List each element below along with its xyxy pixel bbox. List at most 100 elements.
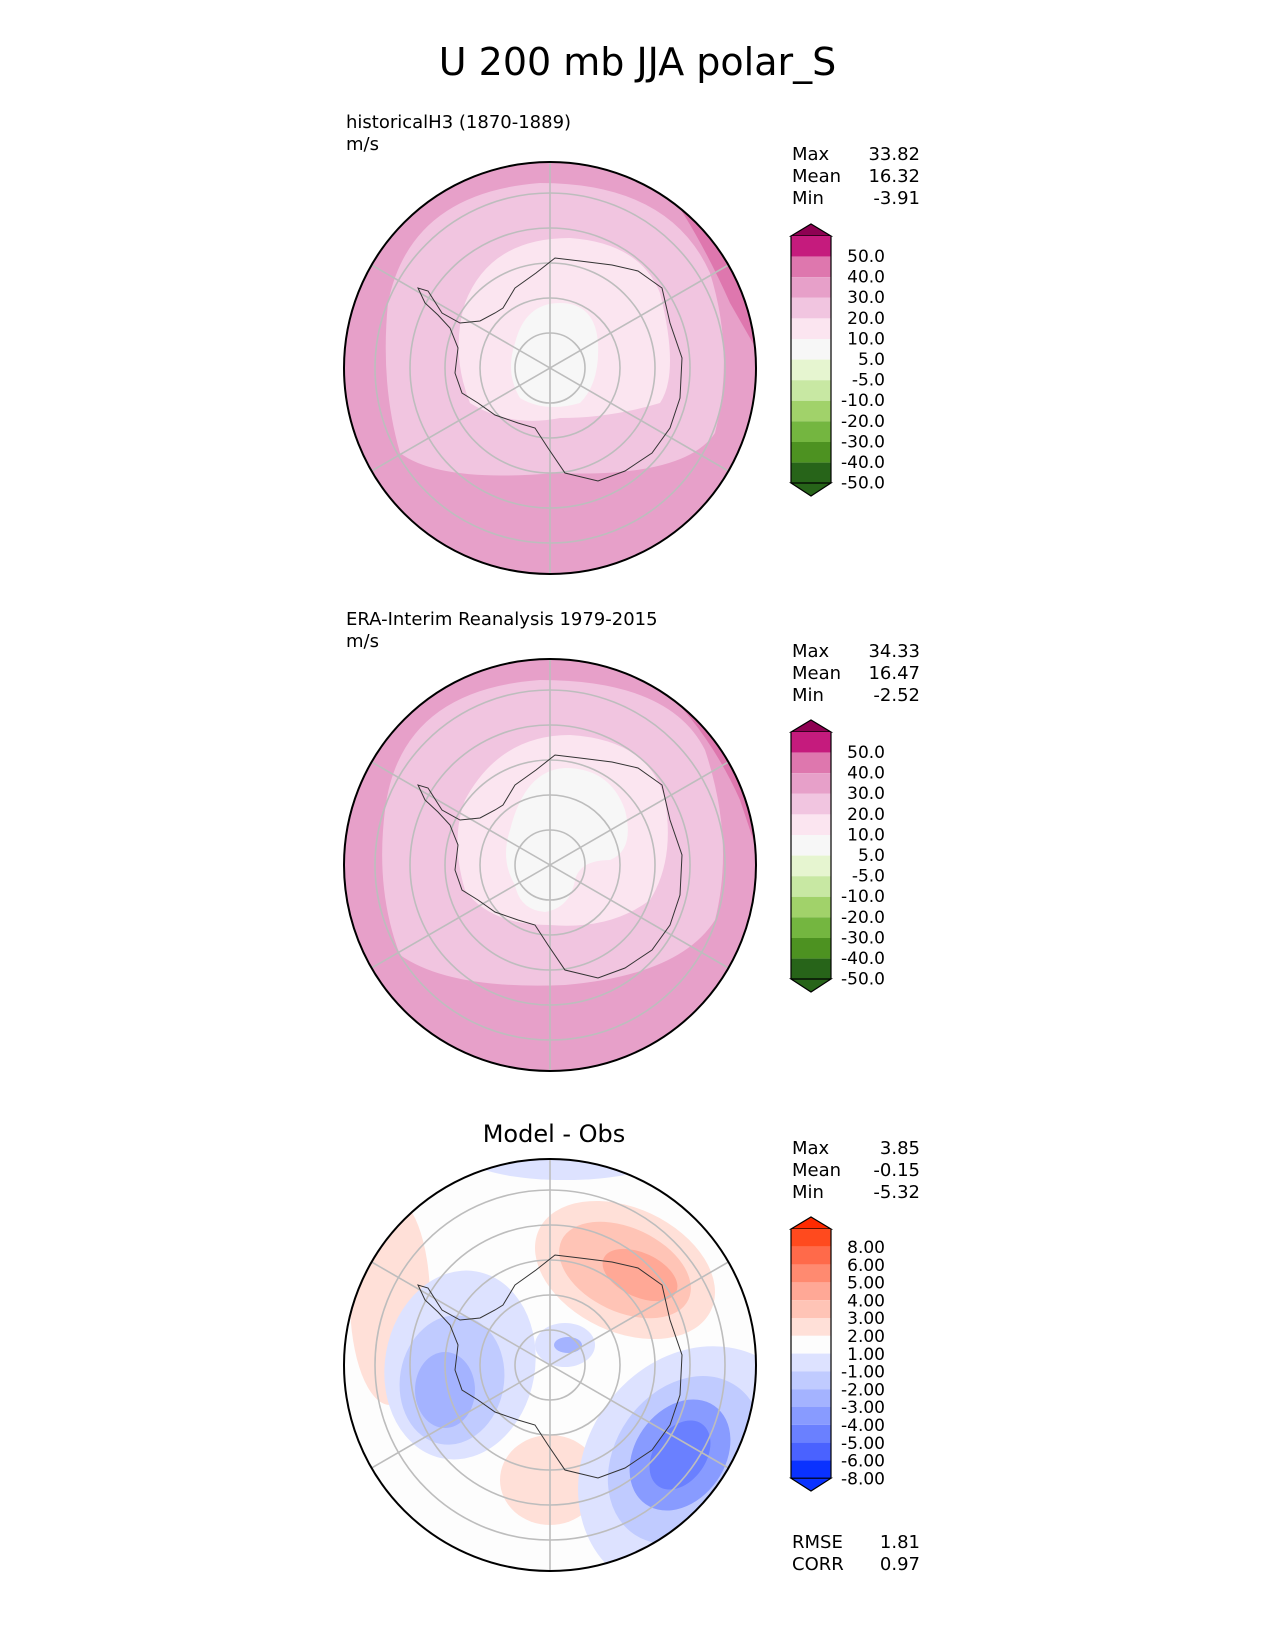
colorbar-label: -6.00 [841,1452,885,1472]
obs-panel-units: m/s [346,631,379,652]
stat-label: Max [792,144,830,165]
colorbar-label: 1.00 [847,1345,885,1365]
stat-value: 34.33 [868,641,920,662]
colorbar-label: 20.0 [847,805,885,825]
colorbar-label: 40.0 [847,764,885,784]
map-boundary [343,1158,757,1572]
stat-label: Max [792,1138,830,1159]
metric-label: RMSE [792,1532,843,1553]
stat-value: -5.32 [873,1182,920,1203]
colorbar-swatch [791,814,831,835]
colorbar-label: -10.0 [841,391,885,411]
colorbar-swatch [791,835,831,856]
colorbar-swatch [791,462,831,484]
stat-label: Min [792,188,824,209]
colorbar-under-triangle [788,978,834,993]
model-polar-map [343,161,757,575]
colorbar-swatch [791,1460,831,1479]
colorbar-label: 6.00 [847,1256,885,1276]
stat-value: -2.52 [873,685,920,706]
colorbar-label: -20.0 [841,412,885,432]
model-colorbar: 50.0 40.0 30.0 20.0 10.0 5.0 -5.0 -10.0 … [788,223,885,497]
stat-label: Mean [792,166,842,187]
colorbar-over-triangle [788,1216,834,1230]
colorbar-label: 20.0 [847,309,885,329]
metric-value: 1.81 [879,1532,920,1553]
colorbar-swatch [791,752,831,774]
colorbar-swatch [791,1264,831,1283]
colorbar-swatch [791,1335,831,1354]
wind-band-near-zero [511,303,599,407]
colorbar-label: 50.0 [847,743,885,763]
colorbar-under-triangle [788,1477,834,1492]
colorbar-label: -1.00 [841,1363,885,1383]
colorbar-label: -50.0 [841,474,885,494]
colorbar-label: 40.0 [847,268,885,288]
colorbar-swatch [791,256,831,278]
colorbar-label: 2.00 [847,1327,885,1347]
stat-value: 33.82 [868,144,920,165]
colorbar-label: 30.0 [847,784,885,804]
stat-label: Mean [792,663,842,684]
colorbar-swatch [791,1442,831,1461]
colorbar-swatch [791,958,831,980]
obs-panel-title: ERA-Interim Reanalysis 1979-2015 [346,609,658,630]
colorbar-swatch [791,442,831,463]
colorbar-swatch [791,876,831,897]
diff-metrics: RMSE 1.81 CORR 0.97 [792,1532,920,1576]
colorbar-label: 8.00 [847,1238,885,1258]
colorbar-swatch [791,793,831,815]
diff-band-negative [415,1352,475,1428]
colorbar-label: -10.0 [841,887,885,907]
colorbar-swatch [791,938,831,959]
stat-value: -0.15 [873,1160,920,1181]
graticule [371,162,729,574]
colorbar-label: -30.0 [841,432,885,452]
stat-label: Min [792,1182,824,1203]
stat-label: Max [792,641,830,662]
colorbar-swatch [791,1318,831,1336]
colorbar-swatch [791,1407,831,1425]
obs-colorbar: 50.0 40.0 30.0 20.0 10.0 5.0 -5.0 -10.0 … [788,719,885,993]
colorbar-label: 5.0 [858,350,885,370]
colorbar-label: -5.0 [852,867,885,887]
colorbar-label: -8.00 [841,1469,885,1489]
colorbar-label: -2.00 [841,1380,885,1400]
colorbar-swatch [791,1389,831,1407]
diff-panel-title: Model - Obs [482,1120,626,1148]
obs-polar-map [343,658,757,1072]
colorbar-swatch [791,318,831,339]
colorbar-label: 5.00 [847,1274,885,1294]
colorbar-swatch [791,917,831,938]
colorbar-swatch [791,277,831,298]
diff-polar-map [343,1158,757,1572]
antarctica-coastline [417,1254,683,1479]
colorbar-label: 4.00 [847,1291,885,1311]
colorbar-label: 10.0 [847,329,885,349]
figure-title: U 200 mb JJA polar_S [438,40,837,84]
antarctica-coastline [417,754,683,979]
colorbar-label: -4.00 [841,1416,885,1436]
stat-value: 16.32 [868,166,920,187]
colorbar-swatch [791,236,831,257]
colorbar-swatch [791,359,831,381]
colorbar-label: 50.0 [847,247,885,267]
colorbar-swatch [791,1229,831,1247]
colorbar-label: -40.0 [841,949,885,969]
stat-value: 3.85 [879,1138,920,1159]
map-boundary [343,161,757,575]
colorbar-label: -30.0 [841,928,885,948]
colorbar-label: -3.00 [841,1398,885,1418]
colorbar-swatch [791,1300,831,1318]
model-panel: historicalH3 (1870-1889) m/s Max 33.82 Me… [0,0,1275,575]
stat-label: Mean [792,1160,842,1181]
colorbar-under-triangle [788,482,834,497]
colorbar-swatch [791,1371,831,1390]
model-panel-units: m/s [346,134,379,155]
colorbar-swatch [791,1353,831,1372]
diff-band-negative [649,1420,711,1490]
colorbar-label: -50.0 [841,970,885,990]
colorbar-swatch [791,400,831,422]
model-panel-title: historicalH3 (1870-1889) [346,112,572,133]
obs-panel: ERA-Interim Reanalysis 1979-2015 m/s Max… [0,0,1275,1072]
